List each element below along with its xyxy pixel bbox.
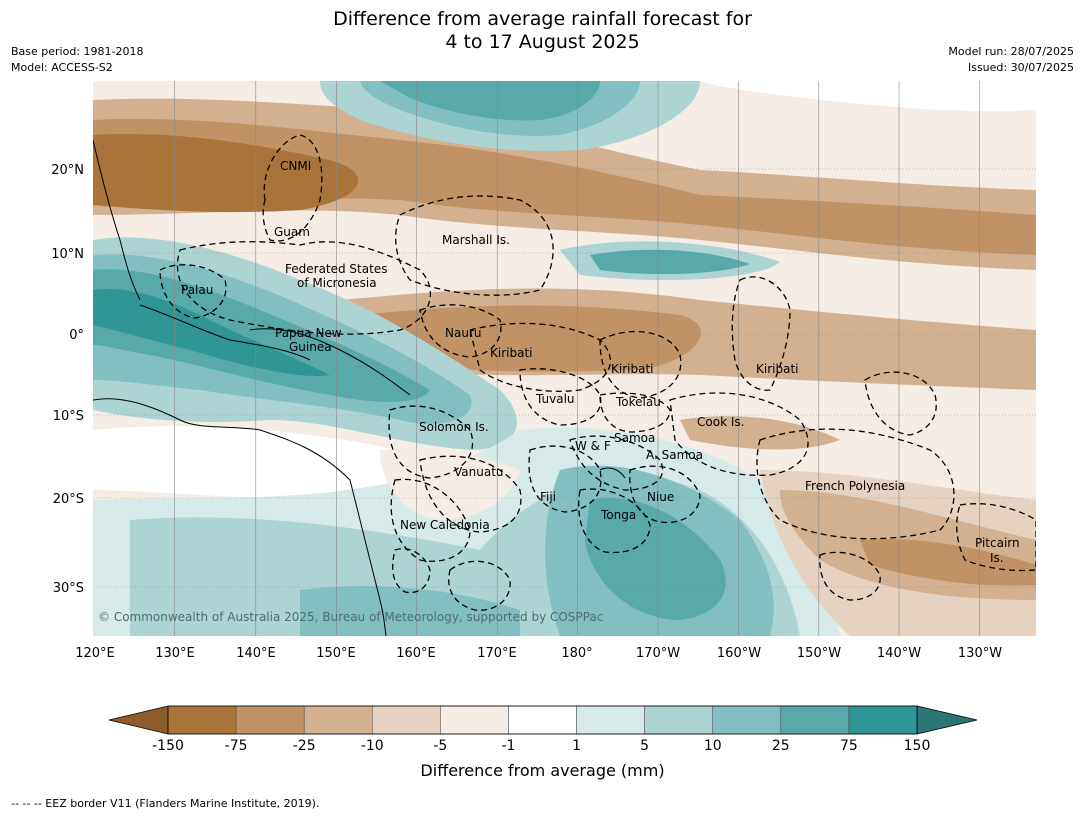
- model-run: Model run: 28/07/2025: [948, 45, 1074, 58]
- graticule: [93, 81, 1036, 636]
- colorbar-tick-label: -150: [152, 738, 184, 754]
- colorbar-frame: [167, 705, 918, 735]
- label-nauru: Nauru: [445, 326, 481, 340]
- y-tick-30s: 30°S: [53, 581, 84, 596]
- label-tuvalu: Tuvalu: [535, 392, 575, 406]
- label-guam: Guam: [274, 225, 310, 239]
- label-cnmi: CNMI: [280, 159, 311, 173]
- label-kiribati-east: Kiribati: [756, 362, 798, 376]
- x-tick-150e: 150°E: [316, 646, 356, 661]
- colorbar-tick-label: -10: [361, 738, 384, 754]
- rainfall-anomaly-field: [93, 81, 1036, 636]
- label-samoa: Samoa: [614, 431, 655, 445]
- y-axis-labels: 20°N 10°N 0° 10°S 20°S 30°S: [51, 163, 84, 596]
- eez-legend-footer: -- -- -- EEZ border V11 (Flanders Marine…: [11, 797, 320, 810]
- y-tick-10s: 10°S: [53, 409, 84, 424]
- x-tick-140w: 140°W: [877, 646, 921, 661]
- colorbar-swatch: [508, 705, 577, 735]
- x-tick-130w: 130°W: [958, 646, 1002, 661]
- colorbar-swatch: [780, 705, 850, 735]
- label-french-polynesia: French Polynesia: [805, 479, 905, 493]
- model-name: Model: ACCESS-S2: [11, 61, 113, 74]
- colorbar-title: Difference from average (mm): [420, 761, 665, 780]
- label-new-caledonia: New Caledonia: [400, 518, 490, 532]
- x-tick-140e: 140°E: [236, 646, 276, 661]
- label-tokelau: Tokelau: [615, 395, 661, 409]
- eez-borders: [159, 134, 1036, 611]
- label-fsm-line2: of Micronesia: [297, 276, 377, 290]
- colorbar-swatch: [712, 705, 782, 735]
- place-labels: CNMI Guam Marshall Is. Federated States …: [181, 159, 1020, 565]
- x-tick-170w: 170°W: [636, 646, 680, 661]
- colorbar: -150 -75 -25 -10 -5 -1 1 5 10 25 75 150: [108, 705, 978, 754]
- x-tick-130e: 130°E: [155, 646, 195, 661]
- label-cook-is: Cook Is.: [697, 415, 744, 429]
- chart-title-line1: Difference from average rainfall forecas…: [333, 8, 752, 30]
- label-tonga: Tonga: [600, 508, 636, 522]
- y-tick-10n: 10°N: [51, 247, 84, 262]
- colorbar-swatch: [372, 705, 441, 735]
- x-axis-labels: 120°E 130°E 140°E 150°E 160°E 170°E 180°…: [75, 646, 1002, 661]
- base-period: Base period: 1981-2018: [11, 45, 144, 58]
- label-kiribati-west: Kiribati: [490, 346, 532, 360]
- y-tick-20s: 20°S: [53, 492, 84, 507]
- colorbar-tick-label: 5: [640, 738, 649, 754]
- chart-title-line2: 4 to 17 August 2025: [445, 31, 640, 53]
- x-tick-170e: 170°E: [477, 646, 517, 661]
- issued-date: Issued: 30/07/2025: [967, 61, 1074, 74]
- colorbar-tick-label: 75: [840, 738, 858, 754]
- colorbar-swatch: [848, 705, 918, 735]
- label-niue: Niue: [647, 490, 674, 504]
- colorbar-tick-label: -25: [293, 738, 316, 754]
- label-fsm-line1: Federated States: [285, 262, 387, 276]
- colorbar-tick-label: 10: [704, 738, 722, 754]
- coastlines: [93, 139, 626, 636]
- y-tick-0: 0°: [69, 328, 84, 343]
- x-tick-120e: 120°E: [75, 646, 115, 661]
- label-solomon-is: Solomon Is.: [419, 420, 489, 434]
- colorbar-swatch: [303, 705, 373, 735]
- label-vanuatu: Vanuatu: [454, 465, 504, 479]
- label-wallis-futuna: W & F: [575, 439, 611, 453]
- colorbar-swatch: [440, 705, 509, 735]
- colorbar-tick-label: -1: [501, 738, 515, 754]
- label-fiji: Fiji: [540, 490, 556, 504]
- colorbar-tick-label: 150: [904, 738, 931, 754]
- copyright-text: © Commonwealth of Australia 2025, Bureau…: [98, 610, 603, 624]
- colorbar-tick-label: 25: [772, 738, 790, 754]
- label-american-samoa: A. Samoa: [646, 448, 703, 462]
- label-kiribati-central: Kiribati: [611, 362, 653, 376]
- colorbar-swatch: [167, 705, 237, 735]
- label-marshall-is: Marshall Is.: [442, 233, 510, 247]
- x-tick-150w: 150°W: [797, 646, 841, 661]
- colorbar-extend-low: [108, 705, 169, 735]
- y-tick-20n: 20°N: [51, 163, 84, 178]
- label-pitcairn-line1: Pitcairn: [975, 536, 1020, 550]
- label-pitcairn-line2: Is.: [990, 551, 1004, 565]
- label-png-line2: Guinea: [289, 340, 332, 354]
- colorbar-swatch: [235, 705, 305, 735]
- colorbar-tick-label: -5: [433, 738, 447, 754]
- label-png-line1: Papua New: [275, 326, 342, 340]
- colorbar-tick-label: -75: [225, 738, 248, 754]
- x-tick-160w: 160°W: [717, 646, 761, 661]
- x-tick-180: 180°: [561, 646, 592, 661]
- colorbar-extend-high: [916, 705, 978, 735]
- label-palau: Palau: [181, 283, 213, 297]
- x-tick-160e: 160°E: [396, 646, 436, 661]
- colorbar-swatch: [576, 705, 645, 735]
- colorbar-tick-label: 1: [572, 738, 581, 754]
- colorbar-swatch: [644, 705, 713, 735]
